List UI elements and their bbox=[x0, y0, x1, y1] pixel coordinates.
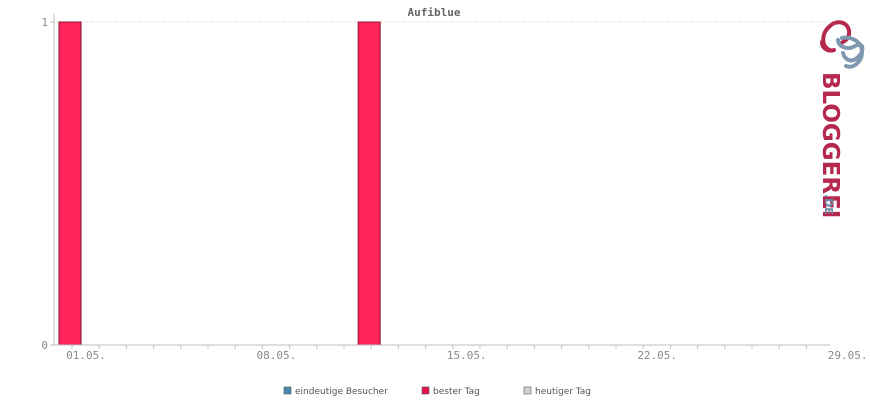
x-tick-label: 22.05. bbox=[637, 349, 677, 362]
legend-label: bester Tag bbox=[433, 387, 480, 397]
chart-title: Aufiblue bbox=[408, 6, 461, 19]
bar-day-1 bbox=[58, 21, 82, 346]
logo-suffix: .DE bbox=[822, 194, 835, 215]
x-tick-label: 29.05. bbox=[828, 349, 868, 362]
y-ticks: 01 bbox=[41, 16, 54, 352]
legend-label: eindeutige Besucher bbox=[295, 387, 388, 397]
legend-label: heutiger Tag bbox=[535, 387, 591, 397]
x-tick-label: 15.05. bbox=[447, 349, 487, 362]
x-tick-label: 08.05. bbox=[257, 349, 297, 362]
y-tick-label: 0 bbox=[41, 339, 48, 352]
bars bbox=[58, 21, 381, 346]
legend-swatch bbox=[421, 386, 430, 395]
logo-mark-icon bbox=[820, 20, 865, 69]
logo-text: BLOGGEREI bbox=[817, 72, 843, 218]
bloggerei-logo: BLOGGEREI .DE bbox=[817, 20, 865, 218]
bar-day-12 bbox=[357, 21, 381, 346]
x-tick-label: 01.05. bbox=[66, 349, 106, 362]
x-minor-ticks bbox=[71, 345, 807, 349]
y-tick-label: 1 bbox=[41, 16, 48, 29]
legend-swatch bbox=[283, 386, 292, 395]
x-tick-labels: 01.05. 08.05. 15.05. 22.05. 29.05. bbox=[66, 349, 867, 362]
legend: eindeutige Besucher bester Tag heutiger Ta… bbox=[283, 386, 591, 397]
legend-swatch bbox=[523, 386, 532, 395]
